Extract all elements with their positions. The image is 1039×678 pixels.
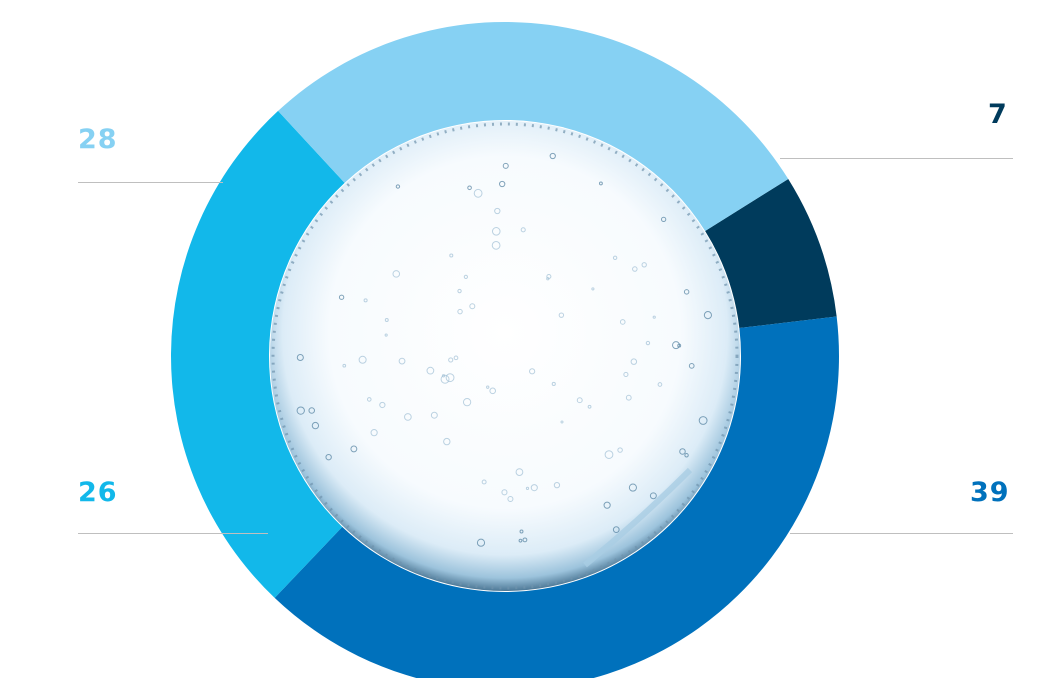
value-label-slice-7: 7 — [988, 99, 1008, 130]
value-label-slice-26: 26 — [78, 477, 118, 508]
leader-line-slice-28 — [78, 182, 223, 183]
value-label-slice-39: 39 — [970, 477, 1010, 508]
donut-slice-26 — [170, 110, 345, 598]
donut-slice-39 — [274, 316, 839, 678]
donut-slice-28 — [278, 21, 789, 231]
leader-line-slice-26 — [78, 533, 268, 534]
leader-line-slice-7 — [780, 158, 1013, 159]
donut-slices — [170, 21, 839, 678]
water-bubbles — [296, 152, 712, 547]
water-splash-image — [270, 121, 740, 591]
donut-slice-7 — [705, 179, 837, 329]
value-label-slice-28: 28 — [78, 124, 118, 155]
leader-line-slice-39 — [790, 533, 1013, 534]
